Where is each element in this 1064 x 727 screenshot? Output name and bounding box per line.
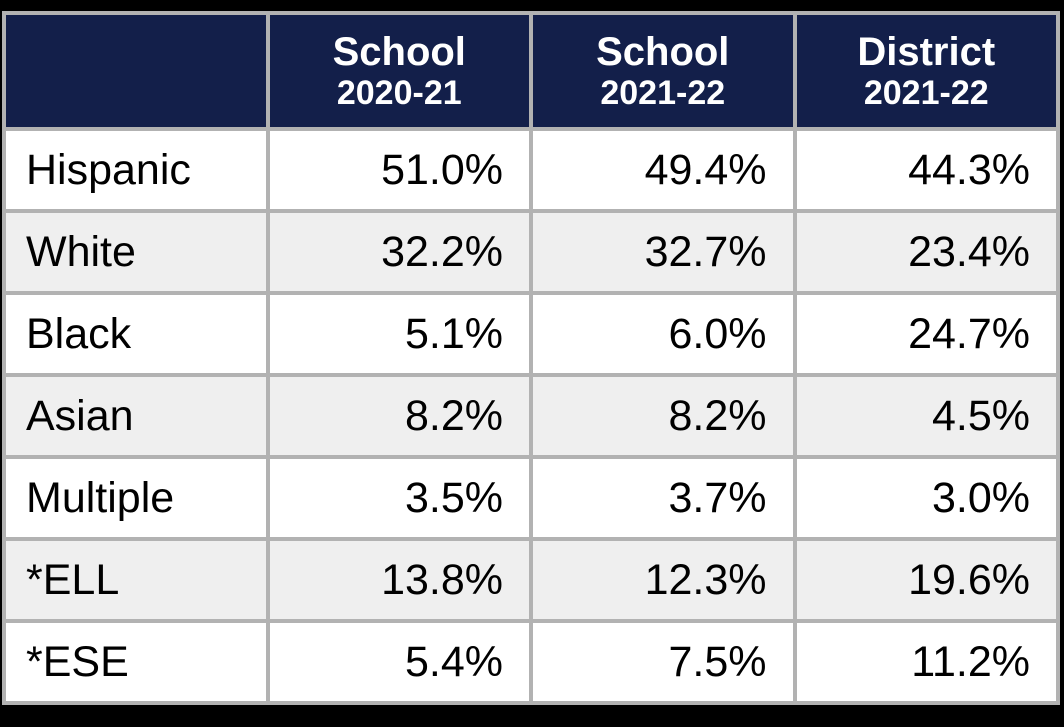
header-district-2021-22-line1: District (857, 30, 996, 75)
header-row: School 2020-21 School 2021-22 District 2… (6, 15, 1056, 127)
row-label: Black (6, 295, 266, 373)
table-row-ese: *ESE 5.4% 7.5% 11.2% (6, 623, 1056, 701)
row-label: Hispanic (6, 131, 266, 209)
demographics-table: School 2020-21 School 2021-22 District 2… (2, 11, 1060, 705)
header-cell-district-2021-22: District 2021-22 (796, 15, 1056, 127)
cell-value: 49.4% (533, 131, 793, 209)
cell-value: 13.8% (269, 541, 529, 619)
header-school-2021-22-line1: School (596, 30, 730, 75)
demographics-table-frame: School 2020-21 School 2021-22 District 2… (2, 11, 1060, 705)
cell-value: 11.2% (796, 623, 1056, 701)
cell-value: 8.2% (533, 377, 793, 455)
row-label: *ESE (6, 623, 266, 701)
cell-value: 5.1% (269, 295, 529, 373)
table-row-hispanic: Hispanic 51.0% 49.4% 44.3% (6, 131, 1056, 209)
cell-value: 32.7% (533, 213, 793, 291)
cell-value: 5.4% (269, 623, 529, 701)
cell-value: 19.6% (796, 541, 1056, 619)
cell-value: 24.7% (796, 295, 1056, 373)
cell-value: 3.0% (796, 459, 1056, 537)
header-cell-school-2021-22: School 2021-22 (533, 15, 793, 127)
table-row-black: Black 5.1% 6.0% 24.7% (6, 295, 1056, 373)
header-school-2021-22-line2: 2021-22 (600, 74, 726, 113)
header-district-2021-22-line2: 2021-22 (863, 74, 989, 113)
table-header: School 2020-21 School 2021-22 District 2… (6, 15, 1056, 127)
header-cell-blank (6, 15, 266, 127)
cell-value: 4.5% (796, 377, 1056, 455)
cell-value: 32.2% (269, 213, 529, 291)
table-row-white: White 32.2% 32.7% 23.4% (6, 213, 1056, 291)
table-body: Hispanic 51.0% 49.4% 44.3% White 32.2% 3… (6, 131, 1056, 701)
table-row-multiple: Multiple 3.5% 3.7% 3.0% (6, 459, 1056, 537)
cell-value: 7.5% (533, 623, 793, 701)
cell-value: 44.3% (796, 131, 1056, 209)
table-row-asian: Asian 8.2% 8.2% 4.5% (6, 377, 1056, 455)
cell-value: 6.0% (533, 295, 793, 373)
cell-value: 3.7% (533, 459, 793, 537)
cell-value: 3.5% (269, 459, 529, 537)
cell-value: 51.0% (269, 131, 529, 209)
row-label: *ELL (6, 541, 266, 619)
row-label: Multiple (6, 459, 266, 537)
row-label: Asian (6, 377, 266, 455)
cell-value: 12.3% (533, 541, 793, 619)
table-row-ell: *ELL 13.8% 12.3% 19.6% (6, 541, 1056, 619)
row-label: White (6, 213, 266, 291)
header-school-2020-21-line2: 2020-21 (336, 74, 462, 113)
cell-value: 8.2% (269, 377, 529, 455)
header-cell-school-2020-21: School 2020-21 (269, 15, 529, 127)
cell-value: 23.4% (796, 213, 1056, 291)
header-school-2020-21-line1: School (332, 30, 466, 75)
